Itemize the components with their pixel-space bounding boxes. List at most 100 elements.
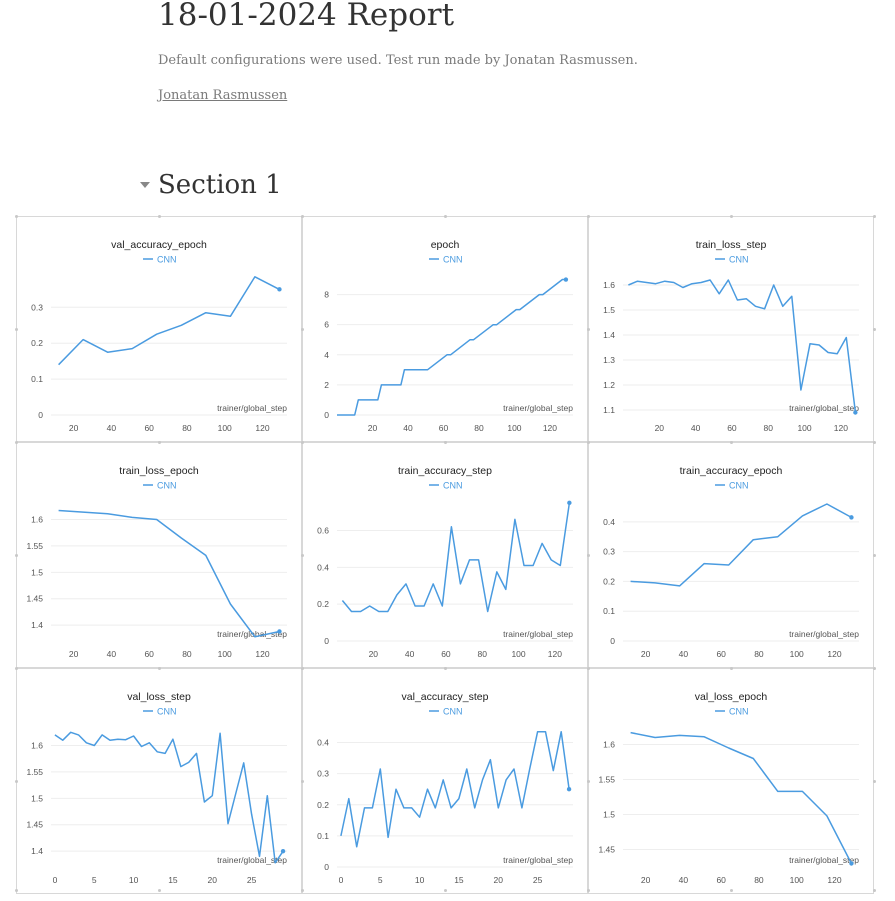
legend[interactable]: CNN (429, 255, 463, 265)
y-tick-label: 1.5 (31, 567, 43, 577)
resize-handle[interactable] (586, 440, 590, 444)
resize-handle[interactable] (300, 214, 304, 218)
x-axis-label: trainer/global_step (789, 403, 859, 413)
resize-handle[interactable] (300, 553, 304, 557)
last-point-marker (567, 500, 572, 506)
series-line-cnn[interactable] (337, 278, 566, 416)
legend[interactable]: CNN (143, 707, 177, 717)
x-tick-label: 120 (543, 423, 557, 433)
y-tick-label: 1.6 (603, 280, 615, 290)
chart-panel-train-loss-epoch[interactable]: train_loss_epoch CNN 1.4 1.45 1.5 1.55 1.6 20 40… (16, 442, 302, 668)
resize-handle[interactable] (14, 327, 18, 331)
series-line-cnn[interactable] (630, 731, 853, 864)
legend[interactable]: CNN (143, 255, 177, 265)
resize-handle[interactable] (586, 553, 590, 557)
chart-title: val_loss_step (127, 691, 191, 703)
chart-svg: train_accuracy_step CNN 0 0.2 0.4 0.6 20 40 60 80… (317, 465, 573, 659)
legend-label: CNN (157, 481, 177, 491)
chart-panel-val-accuracy-epoch[interactable]: val_accuracy_epoch CNN 0 0.1 0.2 0.3 20 40 60 80 1… (16, 216, 302, 442)
x-tick-label: 20 (641, 875, 651, 885)
resize-handle[interactable] (300, 327, 304, 331)
resize-handle[interactable] (443, 214, 447, 218)
chart-panel-val-accuracy-step[interactable]: val_accuracy_step CNN 0 0.1 0.2 0.3 0.4 0 5 10 15 2… (302, 668, 588, 894)
legend[interactable]: CNN (429, 481, 463, 491)
resize-handle[interactable] (14, 779, 18, 783)
y-tick-label: 8 (324, 290, 329, 300)
chart-svg: val_accuracy_epoch CNN 0 0.1 0.2 0.3 20 40 60 80 1… (31, 239, 287, 433)
x-tick-label: 100 (511, 649, 525, 659)
collapse-caret-icon[interactable] (140, 182, 150, 188)
chart-panel-val-loss-epoch[interactable]: val_loss_epoch CNN 1.45 1.5 1.55 1.6 20 40 60 80 1… (588, 668, 874, 894)
resize-handle[interactable] (14, 888, 18, 892)
resize-handle[interactable] (872, 440, 876, 444)
resize-handle[interactable] (14, 440, 18, 444)
resize-handle[interactable] (443, 440, 447, 444)
resize-handle[interactable] (14, 666, 18, 670)
last-point-marker (849, 515, 854, 520)
chart-title: val_loss_epoch (695, 691, 768, 703)
y-tick-label: 0 (324, 862, 329, 872)
y-tick-label: 1.4 (31, 846, 43, 856)
resize-handle[interactable] (586, 214, 590, 218)
y-tick-label: 6 (324, 320, 329, 330)
legend-label: CNN (729, 481, 749, 491)
y-tick-label: 4 (324, 350, 329, 360)
x-tick-label: 120 (834, 423, 848, 433)
chart-title: val_accuracy_step (402, 691, 489, 703)
resize-handle[interactable] (157, 888, 161, 892)
resize-handle[interactable] (586, 779, 590, 783)
y-tick-label: 0 (38, 410, 43, 420)
x-axis-label: trainer/global_step (789, 855, 859, 865)
chart-panel-val-loss-step[interactable]: val_loss_step CNN 1.4 1.45 1.5 1.55 1.6 0 5 10 15 2… (16, 668, 302, 894)
series-line-cnn[interactable] (340, 730, 570, 848)
legend[interactable]: CNN (715, 255, 749, 265)
resize-handle[interactable] (300, 888, 304, 892)
chart-panel-train-loss-step[interactable]: train_loss_step CNN 1.1 1.2 1.3 1.4 1.5 1.6 20 40… (588, 216, 874, 442)
resize-handle[interactable] (157, 666, 161, 670)
y-tick-label: 1.55 (26, 541, 43, 551)
series-line-cnn[interactable] (58, 509, 280, 638)
legend[interactable]: CNN (715, 481, 749, 491)
resize-handle[interactable] (872, 666, 876, 670)
resize-handle[interactable] (300, 440, 304, 444)
resize-handle[interactable] (729, 440, 733, 444)
resize-handle[interactable] (300, 779, 304, 783)
chart-panel-epoch[interactable]: epoch CNN 0 2 4 6 8 20 40 60 80 100 120 trainer/globa… (302, 216, 588, 442)
resize-handle[interactable] (14, 214, 18, 218)
resize-handle[interactable] (872, 779, 876, 783)
resize-handle[interactable] (729, 214, 733, 218)
resize-handle[interactable] (157, 440, 161, 444)
series-line-cnn[interactable] (630, 503, 852, 587)
y-tick-label: 1.45 (598, 845, 615, 855)
resize-handle[interactable] (300, 666, 304, 670)
series-line-cnn[interactable] (341, 502, 571, 613)
chart-panel-train-accuracy-epoch[interactable]: train_accuracy_epoch CNN 0 0.1 0.2 0.3 0.4 20 40… (588, 442, 874, 668)
series-line-cnn[interactable] (628, 279, 857, 413)
x-tick-label: 80 (182, 423, 192, 433)
legend[interactable]: CNN (143, 481, 177, 491)
resize-handle[interactable] (14, 553, 18, 557)
resize-handle[interactable] (729, 888, 733, 892)
resize-handle[interactable] (872, 327, 876, 331)
resize-handle[interactable] (729, 666, 733, 670)
chart-panel-train-accuracy-step[interactable]: train_accuracy_step CNN 0 0.2 0.4 0.6 20 40 60 80… (302, 442, 588, 668)
resize-handle[interactable] (586, 666, 590, 670)
resize-handle[interactable] (872, 214, 876, 218)
resize-handle[interactable] (872, 553, 876, 557)
resize-handle[interactable] (586, 888, 590, 892)
series-line-cnn[interactable] (54, 731, 284, 864)
author-link[interactable]: Jonatan Rasmussen (158, 88, 288, 103)
series-line-cnn[interactable] (58, 276, 280, 366)
legend[interactable]: CNN (429, 707, 463, 717)
resize-handle[interactable] (586, 327, 590, 331)
section-header[interactable]: Section 1 (140, 170, 282, 200)
x-tick-label: 40 (403, 423, 413, 433)
legend[interactable]: CNN (715, 707, 749, 717)
resize-handle[interactable] (157, 214, 161, 218)
resize-handle[interactable] (872, 888, 876, 892)
y-tick-label: 0.1 (603, 606, 615, 616)
resize-handle[interactable] (443, 888, 447, 892)
x-tick-label: 40 (405, 649, 415, 659)
resize-handle[interactable] (443, 666, 447, 670)
last-point-marker (277, 629, 282, 634)
